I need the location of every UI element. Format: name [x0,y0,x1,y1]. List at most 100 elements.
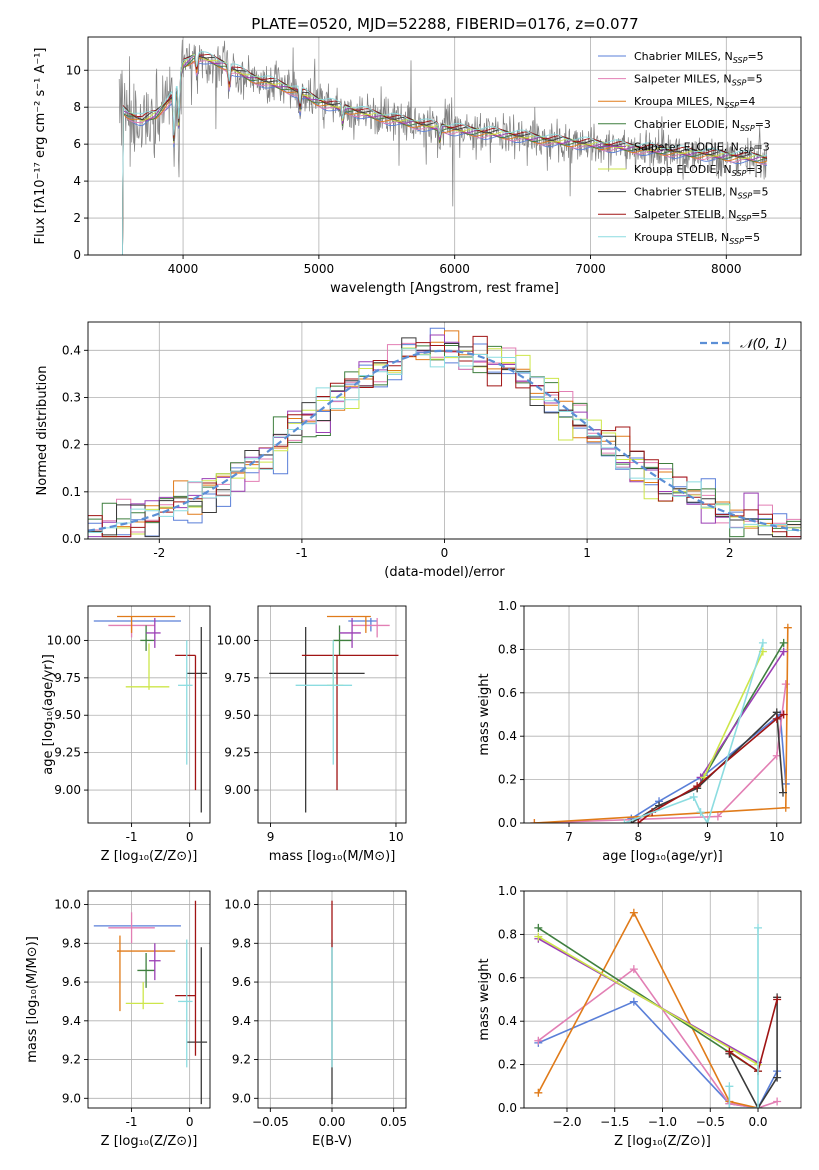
weight-line [534,684,787,823]
legend-entry: Chabrier ELODIE, NSSP=3 [634,118,771,133]
weight-marker [696,808,705,817]
axes-frame [87,890,211,1109]
y-tick-label: 10 [66,63,81,77]
y-tick-label: 0.4 [62,343,81,357]
x-axis-label: (data-model)/error [384,565,505,580]
axes-frame [87,36,802,256]
age_vs_mass-axes [258,606,406,823]
y-tick-label: 9.2 [62,1053,81,1067]
weight-marker [534,1088,543,1097]
y-tick-label: 9.0 [232,1091,251,1105]
mass_vs_Z-plot-area [93,900,208,1105]
x-tick-label: 0.05 [380,1115,407,1129]
y-tick-label: 9.6 [62,975,81,989]
histogram-step [88,348,801,539]
y-tick-label: 0.0 [62,532,81,546]
legend-subscript: SSP [732,79,747,88]
y-tick-label: 0.3 [62,390,81,404]
weight-marker [778,788,787,797]
weight-marker [534,932,543,941]
weight_vs_Z-axes [524,890,801,1109]
weight-marker [754,923,763,932]
spectrum-model-line [119,51,768,255]
weight-line [728,997,778,1108]
weight-marker [773,1097,782,1106]
legend-entry: Kroupa MILES, NSSP=4 [634,95,755,110]
legend-entry: Chabrier STELIB, NSSP=5 [634,186,768,201]
x-tick-label: 6000 [439,262,470,276]
normal-curve [88,349,801,532]
x-tick-label: 2 [726,546,734,560]
axes-frame [523,605,802,824]
weight-marker [534,1036,543,1045]
y-tick-label: 9.8 [62,936,81,950]
weight-marker [754,1104,763,1108]
y-axis-label: age [log₁₀(age/yr)] [41,654,56,775]
weight-marker [773,1073,782,1082]
legend-entry: Kroupa ELODIE, NSSP=3 [634,163,763,178]
weight-line [728,927,759,1108]
weight-line [537,967,778,1108]
weight-marker [530,819,539,823]
x-axis-label: age [log₁₀(age/yr)] [602,849,723,864]
legend-entry: Salpeter ELODIE, NSSP=3 [634,140,770,155]
weight-marker [725,1104,734,1108]
y-tick-label: 9.2 [232,1053,251,1067]
x-tick-label: 0 [441,546,449,560]
legend-subscript: SSP [736,214,751,223]
residuals-frame-group: -2 -1 0 1 2 0.0 0.1 0.2 0.3 0.4 (data-model)/error… [35,321,802,580]
weight-line [534,627,789,823]
y-tick-label: 0.0 [498,1101,517,1115]
x-tick-label: -1 [126,830,138,844]
x-tick-label: 8000 [711,262,742,276]
x-tick-label: -2 [153,546,165,560]
weight-marker [634,819,643,823]
y-tick-label: 9.00 [54,783,81,797]
weight-marker [772,714,781,723]
weight-marker [783,623,792,632]
legend-subscript: SSP [729,237,744,246]
y-tick-label: 9.0 [62,1091,81,1105]
y-tick-label: 0.1 [62,485,81,499]
y-tick-label: 9.25 [54,746,81,760]
y-tick-label: 9.50 [224,708,251,722]
x-tick-label: 1 [583,546,591,560]
x-tick-label: 0.00 [319,1115,346,1129]
weight-marker [725,1082,734,1091]
y-tick-label: 0.4 [498,729,517,743]
spectrum-legend: Chabrier MILES, NSSP=5 Salpeter MILES, NS… [598,50,771,246]
weight_vs_Z-plot-area [534,908,782,1108]
legend-subscript: SSP [740,124,755,133]
y-tick-label: 9.50 [54,708,81,722]
x-tick-label: −2.0 [552,1115,581,1129]
weight-marker [781,680,790,689]
mass_vs_Z-axes [88,891,210,1108]
x-axis-label: Z [log₁₀(Z/Z⊙)] [101,849,198,864]
x-tick-label: -1 [126,1115,138,1129]
y-axis-label: mass weight [477,958,492,1040]
weight_vs_Z-frame-group: −2.0 −1.5 −1.0 −0.5 0.0 0.0 0.2 0.4 0.6 0.8 1.0 Z [… [477,884,802,1149]
x-axis-label: mass [log₁₀(M/M⊙)] [269,849,396,864]
weight-marker [725,1047,734,1056]
y-tick-label: 9.6 [232,975,251,989]
weight_vs_age-frame-group: 7 8 9 10 0.0 0.2 0.4 0.6 0.8 1.0 age [log₁₀(age/yr… [477,599,802,864]
residuals-plot-area [88,327,801,539]
weight-marker [629,965,638,974]
weight-line [537,935,759,1066]
x-tick-label: −0.5 [696,1115,725,1129]
legend-subscript: SSP [724,101,739,110]
axes-frame [257,605,407,824]
y-tick-label: 9.25 [224,746,251,760]
legend-tail: =3 [754,140,770,153]
weight-marker [534,923,543,932]
y-tick-label: 1.0 [498,884,517,898]
y-axis-label: Normed distribution [35,366,50,496]
y-tick-label: 10.00 [47,633,81,647]
y-tick-label: 9.4 [232,1014,251,1028]
y-tick-label: 0 [73,248,81,262]
weight_vs_age-plot-area [530,623,792,823]
histogram-step [88,335,801,539]
x-tick-label: 10 [388,830,403,844]
age_vs_Z-axes [88,606,210,823]
